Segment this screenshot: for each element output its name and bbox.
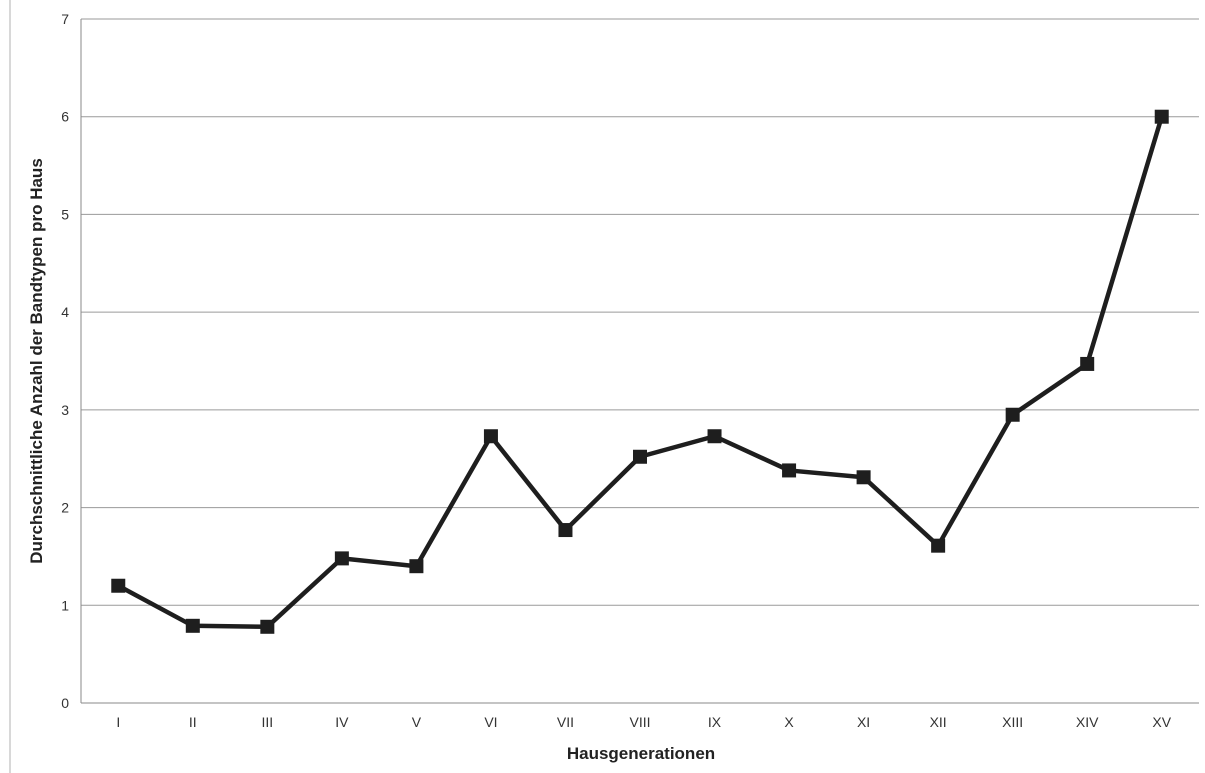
series-line [117, 116, 1164, 630]
data-point-marker [1080, 356, 1095, 371]
y-tick-labels: 0 1 2 3 4 5 6 7 [61, 11, 69, 711]
gridlines [81, 18, 1199, 606]
x-tick-label: V [412, 714, 422, 730]
data-point-marker [409, 559, 424, 574]
y-tick-label: 2 [61, 500, 69, 516]
data-point-marker [1005, 407, 1020, 422]
y-tick-label: 7 [61, 11, 69, 27]
x-tick-label: VII [557, 714, 574, 730]
x-tick-label: XIII [1002, 714, 1023, 730]
x-tick-label: XI [857, 714, 870, 730]
x-tick-label: IX [708, 714, 722, 730]
series-group [111, 109, 1169, 634]
data-point-marker [707, 429, 722, 444]
x-tick-label: IV [335, 714, 349, 730]
x-tick-label: XII [930, 714, 947, 730]
x-tick-label: III [261, 714, 273, 730]
data-point-marker [1154, 109, 1169, 124]
data-point-marker [856, 470, 871, 485]
data-point-marker [111, 578, 126, 593]
data-point-marker [782, 463, 797, 478]
data-point-marker [483, 429, 498, 444]
y-axis-title: Durchschnittliche Anzahl der Bandtypen p… [27, 158, 46, 564]
data-point-marker [260, 619, 275, 634]
y-tick-label: 3 [61, 402, 69, 418]
y-tick-label: 1 [61, 597, 69, 613]
axes [80, 19, 1199, 704]
x-tick-label: II [189, 714, 197, 730]
x-tick-label: VI [484, 714, 497, 730]
x-axis-title: Hausgenerationen [567, 744, 715, 763]
data-point-marker [633, 449, 647, 464]
y-tick-label: 4 [61, 304, 69, 320]
y-tick-label: 5 [61, 206, 69, 222]
data-point-marker [334, 551, 349, 566]
data-point-marker [931, 538, 946, 553]
y-tick-label: 6 [61, 109, 69, 125]
y-tick-label: 0 [61, 695, 69, 711]
x-tick-label: XIV [1076, 714, 1099, 730]
x-tick-label: X [784, 714, 794, 730]
data-point-marker [185, 618, 200, 633]
x-tick-label: XV [1152, 714, 1171, 730]
x-tick-labels: I II III IV V VI VII VIII IX X XI XII XIII XIV XV [116, 714, 1171, 730]
x-tick-label: I [116, 714, 120, 730]
x-tick-label: VIII [629, 714, 650, 730]
data-point-marker [558, 523, 573, 538]
